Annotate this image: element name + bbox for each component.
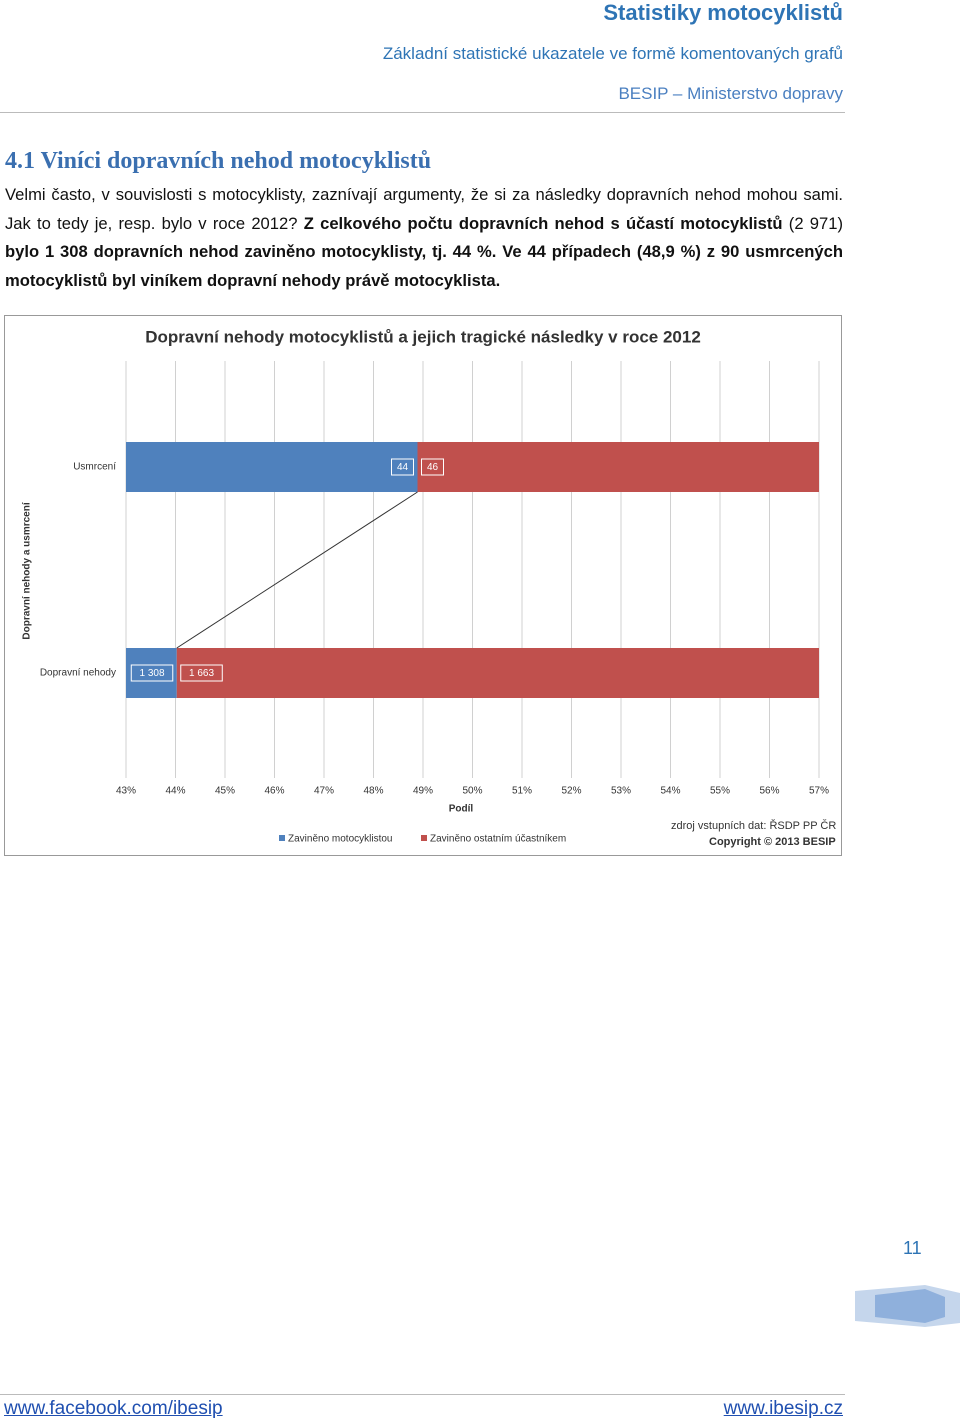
- x-tick-label: 55%: [710, 786, 730, 797]
- x-tick-label: 44%: [165, 786, 185, 797]
- legend-label: Zaviněno ostatním účastníkem: [430, 834, 566, 845]
- x-tick-label: 54%: [660, 786, 680, 797]
- footer-rule: [0, 1394, 845, 1395]
- value-label-box: [391, 458, 414, 476]
- value-label: 1 308: [140, 668, 165, 679]
- x-tick-label: 52%: [561, 786, 581, 797]
- text-run: (2 971): [782, 213, 843, 233]
- value-label-box: [180, 664, 223, 682]
- legend-swatch: [279, 835, 285, 841]
- value-label: 44: [397, 462, 409, 473]
- chart-title: Dopravní nehody motocyklistů a jejich tr…: [145, 327, 701, 346]
- series-line: [176, 491, 418, 649]
- y-axis-label: Dopravní nehody a usmrcení: [22, 501, 33, 639]
- header-title: Statistiky motocyklistů: [603, 0, 843, 25]
- bar: [126, 442, 418, 492]
- x-tick-label: 48%: [363, 786, 383, 797]
- annotation: Copyright © 2013 BESIP: [709, 836, 836, 848]
- bars: [126, 442, 819, 698]
- legend-label: Zaviněno motocyklistou: [288, 834, 393, 845]
- paragraph: Velmi často, v souvislosti s motocyklist…: [5, 181, 843, 295]
- value-label-box: [421, 458, 444, 476]
- bar: [417, 442, 819, 492]
- x-tick-label: 43%: [116, 786, 136, 797]
- y-tick-label: Dopravní nehody: [40, 668, 116, 679]
- text-run: Z celkového počtu dopravních nehod s úča…: [303, 213, 783, 233]
- text-run: bylo 1 308 dopravních nehod zaviněno mot…: [5, 242, 843, 290]
- text-run: Velmi často, v souvislosti s motocyklist…: [5, 185, 843, 233]
- header-publisher: BESIP – Ministerstvo dopravy: [618, 84, 843, 103]
- x-tick-label: 46%: [264, 786, 284, 797]
- x-tick-label: 57%: [809, 786, 829, 797]
- x-tick-label: 47%: [314, 786, 334, 797]
- page-number: 11: [903, 1238, 922, 1258]
- footer-link[interactable]: www.facebook.com/ibesip: [4, 1398, 223, 1419]
- x-tick-label: 45%: [215, 786, 235, 797]
- x-axis-label: Podíl: [449, 804, 474, 815]
- header-subtitle: Základní statistické ukazatele ve formě …: [382, 44, 843, 63]
- footer-ornament: [855, 1285, 960, 1327]
- bar: [176, 648, 819, 698]
- x-tick-label: 50%: [462, 786, 482, 797]
- y-tick-label: Usmrcení: [73, 462, 116, 473]
- footer-link[interactable]: www.ibesip.cz: [723, 1398, 843, 1419]
- value-label: 46: [427, 462, 439, 473]
- annotation: zdroj vstupních dat: ŘSDP PP ČR: [671, 819, 836, 832]
- x-tick-label: 49%: [413, 786, 433, 797]
- chart: Dopravní nehody motocyklistů a jejich tr…: [22, 327, 837, 848]
- legend-swatch: [421, 835, 427, 841]
- header-rule: [0, 112, 845, 113]
- chart-frame: Dopravní nehody motocyklistů a jejich tr…: [4, 315, 842, 856]
- x-tick-label: 53%: [611, 786, 631, 797]
- value-label-box: [130, 664, 174, 682]
- x-tick-label: 51%: [512, 786, 532, 797]
- section-heading: 4.1 Viníci dopravních nehod motocyklistů: [5, 148, 432, 174]
- value-label: 1 663: [189, 668, 214, 679]
- x-tick-label: 56%: [759, 786, 779, 797]
